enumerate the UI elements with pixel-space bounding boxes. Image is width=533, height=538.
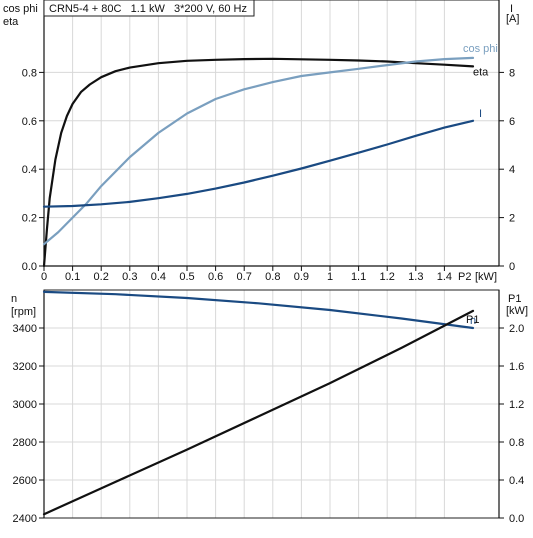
x-tick-label: 0: [41, 271, 47, 283]
x-tick-label: 1: [327, 271, 333, 283]
bottom-plot-grid: [44, 290, 499, 518]
x-tick-label: 0.8: [265, 271, 280, 283]
series-label-eta: eta: [473, 66, 489, 78]
x-tick-label: 1.1: [351, 271, 366, 283]
bottom-left-y-tick-label: 3000: [13, 399, 37, 411]
top-left-axis-label-eta: eta: [3, 16, 19, 28]
x-tick-label: 0.6: [208, 271, 223, 283]
top-right-axis-label-unit: [A]: [506, 13, 519, 25]
series-label-p1: P1: [466, 314, 479, 326]
top-left-y-tick-label: 0.0: [22, 261, 37, 273]
x-tick-label: 0.5: [179, 271, 194, 283]
bottom-left-y-tick-label: 2800: [13, 437, 37, 449]
bottom-left-y-tick-label: 3200: [13, 361, 37, 373]
top-left-y-tick-label: 0.2: [22, 213, 37, 225]
bottom-left-y-tick-label: 2600: [13, 475, 37, 487]
x-tick-label: 0.3: [122, 271, 137, 283]
bottom-right-y-tick-label: 2.0: [509, 323, 524, 335]
x-axis-label-unit: [kW]: [475, 271, 497, 283]
x-tick-label: 1.4: [437, 271, 452, 283]
x-tick-label: 0.4: [151, 271, 166, 283]
bottom-right-axis-label-unit: [kW]: [506, 305, 528, 317]
top-right-y-tick-label: 6: [509, 116, 515, 128]
bottom-left-axis-label-n: n: [11, 293, 17, 305]
top-plot-grid: [44, 0, 499, 266]
top-right-y-tick-label: 8: [509, 67, 515, 79]
series-label-cos-phi: cos phi: [463, 43, 498, 55]
x-tick-label: 1.3: [408, 271, 423, 283]
title-box: [43, 0, 255, 17]
chart-title: CRN5-4 + 80C 1.1 kW 3*200 V, 60 Hz: [49, 3, 247, 15]
top-left-y-tick-label: 0.6: [22, 116, 37, 128]
bottom-right-axis-label-p1: P1: [508, 293, 521, 305]
bottom-left-y-tick-label: 3400: [13, 323, 37, 335]
x-tick-label: 0.2: [94, 271, 109, 283]
bottom-right-y-tick-label: 1.2: [509, 399, 524, 411]
x-tick-label: 0.7: [237, 271, 252, 283]
x-tick-label: 0.9: [294, 271, 309, 283]
bottom-right-y-tick-label: 0.8: [509, 437, 524, 449]
top-right-y-tick-label: 4: [509, 164, 515, 176]
top-right-axis-label-i: I: [510, 3, 513, 15]
x-axis-label-p2: P2: [458, 271, 471, 283]
series-line-i: [42, 119, 475, 208]
top-right-y-tick-label: 0: [509, 261, 515, 273]
top-right-y-tick-label: 2: [509, 213, 515, 225]
bottom-right-y-tick-label: 0.4: [509, 475, 524, 487]
series-line-cos-phi: [42, 56, 475, 246]
series-line-p1: [42, 309, 475, 516]
top-left-y-tick-label: 0.4: [22, 164, 37, 176]
series-line-n: [42, 290, 475, 330]
top-left-y-tick-label: 0.8: [22, 67, 37, 79]
series-label-i: I: [479, 108, 482, 120]
bottom-right-y-tick-label: 1.6: [509, 361, 524, 373]
series-line-eta: [42, 57, 475, 268]
top-plot-frame: [43, 0, 500, 267]
tick-layer: 0 0.1 0.2 0.3 0.4 0.5 0.6 0.7 0.8 0.9 1 1.1 1.2 1.3 1.…: [13, 67, 525, 525]
series-label-n: n: [470, 315, 476, 327]
top-left-axis-label-cosphi: cos phi: [3, 3, 38, 15]
bottom-left-axis-label-unit: [rpm]: [11, 306, 36, 318]
bottom-left-y-tick-label: 2400: [13, 513, 37, 525]
x-tick-label: 0.1: [65, 271, 80, 283]
x-tick-label: 1.2: [380, 271, 395, 283]
bottom-right-y-tick-label: 0.0: [509, 513, 524, 525]
